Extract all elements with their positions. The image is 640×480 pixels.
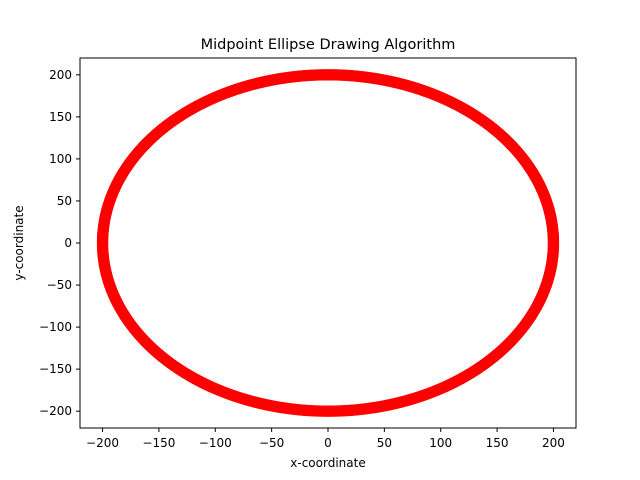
- axes-frame: [79, 57, 577, 429]
- chart-title: Midpoint Ellipse Drawing Algorithm: [201, 37, 456, 53]
- x-axis: −200 −150 −100 −50 0 50 100 150 200: [86, 428, 565, 450]
- y-tick-label: 0: [64, 236, 72, 250]
- x-tick-label: 150: [486, 436, 509, 450]
- x-tick-label: −200: [86, 436, 119, 450]
- ellipse-series: [96, 69, 560, 417]
- y-tick-label: 50: [57, 194, 72, 208]
- x-tick-label: −100: [199, 436, 232, 450]
- y-tick-label: 150: [49, 110, 72, 124]
- y-tick-label: −200: [39, 404, 72, 418]
- plot-area: [79, 57, 577, 429]
- y-tick-label: 200: [49, 68, 72, 82]
- x-tick-label: −150: [142, 436, 175, 450]
- y-axis: −200 −150 −100 −50 0 50 100 150 200: [39, 68, 80, 418]
- y-tick-label: −100: [39, 320, 72, 334]
- x-tick-label: −50: [259, 436, 284, 450]
- x-axis-label: x-coordinate: [290, 456, 365, 470]
- y-tick-label: −150: [39, 362, 72, 376]
- y-axis-label: y-coordinate: [12, 205, 26, 280]
- y-tick-label: 100: [49, 152, 72, 166]
- x-tick-label: 0: [324, 436, 332, 450]
- x-tick-label: 50: [377, 436, 392, 450]
- x-tick-label: 100: [429, 436, 452, 450]
- y-tick-label: −50: [47, 278, 72, 292]
- ellipse-point: [547, 239, 560, 251]
- x-tick-label: 200: [542, 436, 565, 450]
